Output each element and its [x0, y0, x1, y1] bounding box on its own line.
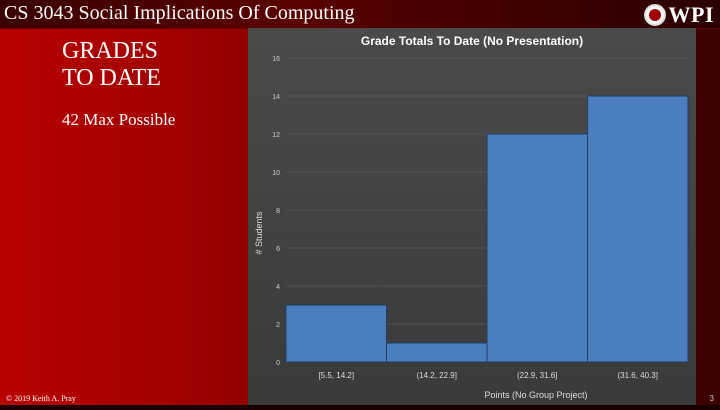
slide-title: GRADES TO DATE: [62, 38, 161, 92]
y-tick-labels: 0 2 4 6 8 10 12 14 16: [272, 56, 280, 367]
bar-4: [587, 95, 689, 363]
y-tick-label: 4: [276, 284, 280, 291]
bar-1: [285, 304, 387, 363]
course-title: CS 3043 Social Implications Of Computing: [4, 2, 355, 24]
chart-svg: Grade Totals To Date (No Presentation) 0…: [254, 34, 689, 400]
header-bar: CS 3043 Social Implications Of Computing…: [0, 0, 720, 29]
bar-2: [386, 342, 488, 363]
x-tick-label: (31.6, 40.3]: [618, 371, 658, 380]
y-tick-label: 12: [272, 132, 280, 139]
title-line-2: TO DATE: [62, 65, 161, 91]
bars: [285, 95, 689, 363]
copyright: © 2019 Keith A. Pray: [6, 394, 76, 403]
y-tick-label: 6: [276, 246, 280, 253]
y-tick-label: 16: [272, 56, 280, 63]
y-tick-label: 8: [276, 208, 280, 215]
wpi-seal-icon: [643, 4, 666, 26]
slide-subtitle: 42 Max Possible: [62, 110, 176, 129]
logo-text: WPI: [668, 2, 714, 27]
bar-3: [486, 133, 588, 363]
y-tick-label: 10: [272, 170, 280, 177]
x-tick-label: (14.2, 22.9]: [417, 371, 457, 380]
x-axis-label: Points (No Group Project): [484, 390, 587, 400]
x-tick-label: (22.9, 31.6]: [517, 371, 557, 380]
x-tick-labels: [5.5, 14.2] (14.2, 22.9] (22.9, 31.6] (31.6…: [318, 371, 658, 380]
y-tick-label: 2: [276, 322, 280, 329]
histogram-chart: Grade Totals To Date (No Presentation) 0…: [248, 28, 696, 405]
y-tick-label: 0: [276, 360, 280, 367]
y-axis-label: # Students: [254, 211, 264, 255]
y-tick-label: 14: [272, 94, 280, 101]
x-tick-label: [5.5, 14.2]: [318, 371, 354, 380]
title-line-1: GRADES: [62, 38, 159, 64]
chart-title: Grade Totals To Date (No Presentation): [361, 34, 583, 48]
page-number: 3: [709, 394, 714, 403]
wpi-logo: WPI: [643, 2, 715, 28]
